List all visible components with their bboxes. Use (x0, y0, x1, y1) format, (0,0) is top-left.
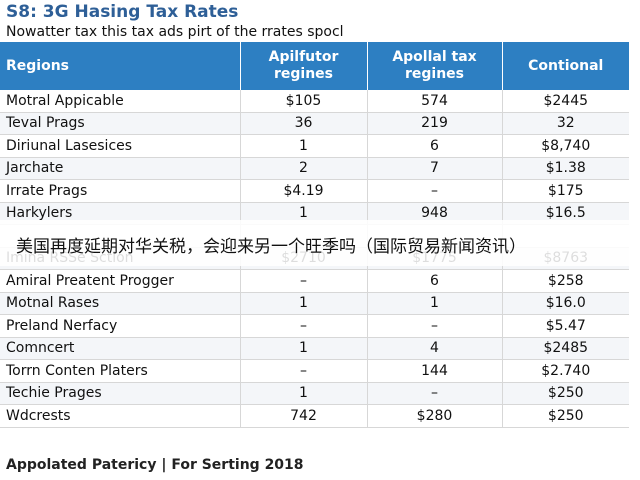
header-apollal-tax-regines: Apollal tax regines (366, 42, 502, 90)
row-region-cell: Amiral Preatent Progger (0, 269, 240, 293)
table-row: Harkylers 1 948 $16.5 (0, 202, 629, 225)
caption-overlay-text: 美国再度延期对华关税，会迎来另一个旺季吗（国际贸易新闻资讯） (16, 237, 526, 257)
row-value-cell: – (366, 179, 502, 203)
header-contional: Contional (501, 42, 629, 90)
table-row: Motnal Rases 1 1 $16.0 (0, 292, 629, 315)
row-value-cell: $250 (501, 404, 629, 428)
row-region-cell: Diriunal Lasesices (0, 134, 240, 158)
row-value-cell: $2.740 (501, 359, 629, 383)
header-regions: Regions (0, 42, 240, 90)
row-value-cell: $2445 (501, 90, 629, 113)
row-value-cell: 948 (366, 202, 502, 225)
row-value-cell: 574 (366, 90, 502, 113)
row-region-cell: Motral Appicable (0, 90, 240, 113)
document-subtitle: Nowatter tax this tax ads pirt of the rr… (6, 24, 344, 40)
row-value-cell: 1 (239, 134, 367, 158)
row-region-cell: Comncert (0, 337, 240, 360)
table-row: Amiral Preatent Progger –6 $258 (0, 269, 629, 293)
row-value-cell: $105 (239, 90, 367, 113)
row-region-cell: Techie Prages (0, 382, 240, 405)
row-region-cell: Irrate Prags (0, 179, 240, 203)
table-row: Comncert 1 4 $2485 (0, 337, 629, 360)
row-value-cell: – (239, 314, 367, 338)
row-region-cell: Jarchate (0, 157, 240, 180)
row-value-cell: 6 (366, 269, 502, 293)
row-value-cell: $16.0 (501, 292, 629, 315)
table-row: Teval Prags 36 219 32 (0, 112, 629, 135)
document-title: S8: 3G Hasing Tax Rates (6, 2, 239, 22)
row-value-cell: $4.19 (239, 179, 367, 203)
row-value-cell: $280 (366, 404, 502, 428)
row-value-cell: 1 (239, 382, 367, 405)
row-value-cell: 6 (366, 134, 502, 158)
table-row: Diriunal Lasesices 1 6 $8,740 (0, 134, 629, 158)
row-value-cell: $2485 (501, 337, 629, 360)
row-value-cell: $8,740 (501, 134, 629, 158)
table-row: Wdcrests 742 $280 $250 (0, 404, 629, 428)
table-row: Jarchate 2 7 $1.38 (0, 157, 629, 180)
table-row: Irrate Prags $4.19– $175 (0, 179, 629, 203)
table-row: Motral Appicable $105 574 $2445 (0, 90, 629, 113)
table-row: Preland Nerfacy – – $5.47 (0, 314, 629, 338)
row-value-cell: $5.47 (501, 314, 629, 338)
row-value-cell: 32 (501, 112, 629, 135)
row-value-cell: – (366, 382, 502, 405)
document-footer: Appolated Patericy | For Serting 2018 (6, 457, 304, 473)
row-value-cell: – (239, 359, 367, 383)
row-region-cell: Harkylers (0, 202, 240, 225)
row-value-cell: 1 (366, 292, 502, 315)
row-value-cell: 219 (366, 112, 502, 135)
row-value-cell: $1.38 (501, 157, 629, 180)
row-value-cell: – (366, 314, 502, 338)
row-value-cell: 7 (366, 157, 502, 180)
row-value-cell: $175 (501, 179, 629, 203)
caption-overlay-band (0, 220, 640, 266)
row-region-cell: Motnal Rases (0, 292, 240, 315)
row-value-cell: $16.5 (501, 202, 629, 225)
table-header-row: Regions Apilfutor regines Apollal tax re… (0, 42, 629, 90)
row-value-cell: 36 (239, 112, 367, 135)
row-region-cell: Wdcrests (0, 404, 240, 428)
row-value-cell: $250 (501, 382, 629, 405)
row-value-cell: 1 (239, 202, 367, 225)
header-apilfutor-regines: Apilfutor regines (239, 42, 367, 90)
table-row: Torrn Conten Platers –144 $2.740 (0, 359, 629, 383)
row-value-cell: 1 (239, 292, 367, 315)
row-value-cell: – (239, 269, 367, 293)
table-row: Techie Prages 1– $250 (0, 382, 629, 405)
row-region-cell: Torrn Conten Platers (0, 359, 240, 383)
row-region-cell: Teval Prags (0, 112, 240, 135)
row-value-cell: 2 (239, 157, 367, 180)
row-value-cell: 742 (239, 404, 367, 428)
row-value-cell: 4 (366, 337, 502, 360)
row-region-cell: Preland Nerfacy (0, 314, 240, 338)
row-value-cell: 144 (366, 359, 502, 383)
row-value-cell: 1 (239, 337, 367, 360)
row-value-cell: $258 (501, 269, 629, 293)
